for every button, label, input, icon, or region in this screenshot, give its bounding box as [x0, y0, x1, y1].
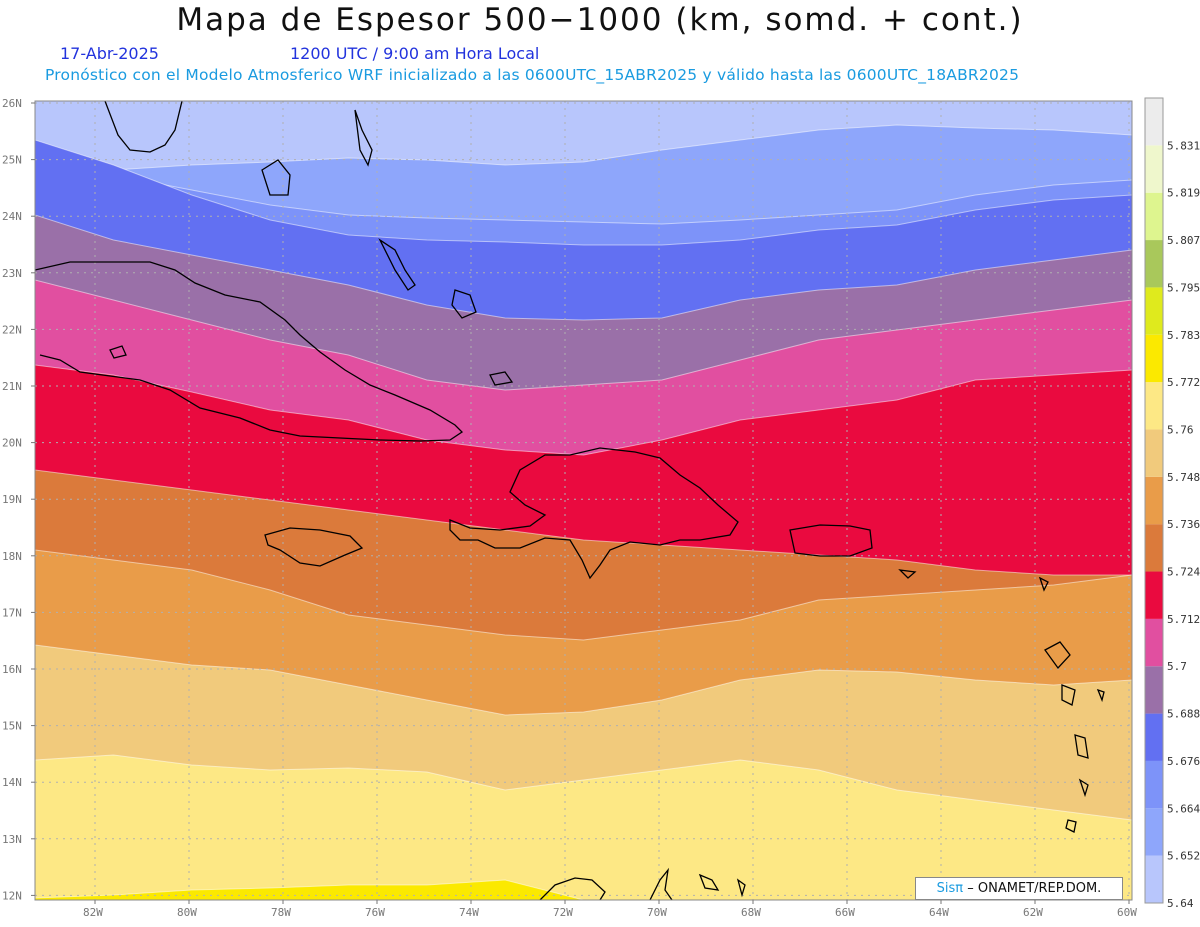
- lat-label: 17N: [2, 606, 22, 619]
- lon-label: 74W: [459, 906, 479, 919]
- map-plot-area: [35, 101, 1132, 900]
- lon-label: 70W: [647, 906, 667, 919]
- lon-label: 64W: [929, 906, 949, 919]
- colorbar-swatch: [1145, 429, 1163, 476]
- colorbar-swatch: [1145, 193, 1163, 240]
- colorbar-swatch: [1145, 382, 1163, 429]
- colorbar-label: 5.76: [1167, 423, 1194, 436]
- colorbar-label: 5.724: [1167, 566, 1200, 579]
- lon-label: 68W: [741, 906, 761, 919]
- lat-label: 19N: [2, 493, 22, 506]
- colorbar-label: 5.676: [1167, 755, 1200, 768]
- lat-label: 21N: [2, 380, 22, 393]
- colorbar-label: 5.652: [1167, 850, 1200, 863]
- colorbar-swatch: [1145, 477, 1163, 524]
- colorbar-label: 5.736: [1167, 518, 1200, 531]
- colorbar-swatch: [1145, 808, 1163, 855]
- colorbar-label: 5.664: [1167, 802, 1200, 815]
- lat-label: 14N: [2, 776, 22, 789]
- colorbar: 5.831 5.819 5.807 5.795 5.783 5.772 5.76 5.748 5…: [1145, 98, 1200, 910]
- lat-label: 24N: [2, 210, 22, 223]
- credit-box: Sisπ – ONAMET/REP.DOM.: [915, 877, 1123, 900]
- colorbar-label: 5.831: [1167, 139, 1200, 152]
- lat-label: 22N: [2, 323, 22, 336]
- colorbar-label: 5.688: [1167, 708, 1200, 721]
- colorbar-label: 5.772: [1167, 376, 1200, 389]
- colorbar-swatch: [1145, 619, 1163, 666]
- colorbar-label: 5.795: [1167, 281, 1200, 294]
- sispi-logo: Sisπ: [937, 881, 963, 896]
- lat-label: 12N: [2, 889, 22, 902]
- colorbar-label: 5.64: [1167, 897, 1194, 910]
- lon-label: 66W: [835, 906, 855, 919]
- colorbar-swatch: [1145, 524, 1163, 571]
- colorbar-label: 5.807: [1167, 234, 1200, 247]
- lon-label: 78W: [271, 906, 291, 919]
- lon-label: 80W: [177, 906, 197, 919]
- colorbar-swatch: [1145, 240, 1163, 287]
- colorbar-swatch: [1145, 714, 1163, 761]
- colorbar-label: 5.7: [1167, 660, 1187, 673]
- colorbar-swatch: [1145, 287, 1163, 334]
- colorbar-swatch: [1145, 856, 1163, 903]
- lon-label: 60W: [1117, 906, 1137, 919]
- lat-label: 15N: [2, 720, 22, 733]
- colorbar-swatch: [1145, 572, 1163, 619]
- lat-label: 16N: [2, 663, 22, 676]
- lat-label: 20N: [2, 437, 22, 450]
- colorbar-label: 5.819: [1167, 187, 1200, 200]
- lon-label: 72W: [553, 906, 573, 919]
- colorbar-swatch: [1145, 335, 1163, 382]
- lon-label: 62W: [1023, 906, 1043, 919]
- lat-label: 25N: [2, 154, 22, 167]
- lat-label: 18N: [2, 550, 22, 563]
- colorbar-swatch: [1145, 761, 1163, 808]
- lon-label: 82W: [83, 906, 103, 919]
- lat-label: 13N: [2, 833, 22, 846]
- colorbar-swatch: [1145, 145, 1163, 192]
- colorbar-label: 5.748: [1167, 471, 1200, 484]
- credit-text: – ONAMET/REP.DOM.: [967, 881, 1101, 896]
- colorbar-label: 5.783: [1167, 329, 1200, 342]
- lon-label: 76W: [365, 906, 385, 919]
- lat-label: 23N: [2, 267, 22, 280]
- colorbar-swatch: [1145, 666, 1163, 713]
- colorbar-label: 5.712: [1167, 613, 1200, 626]
- lat-label: 26N: [2, 97, 22, 110]
- colorbar-swatch: [1145, 98, 1163, 145]
